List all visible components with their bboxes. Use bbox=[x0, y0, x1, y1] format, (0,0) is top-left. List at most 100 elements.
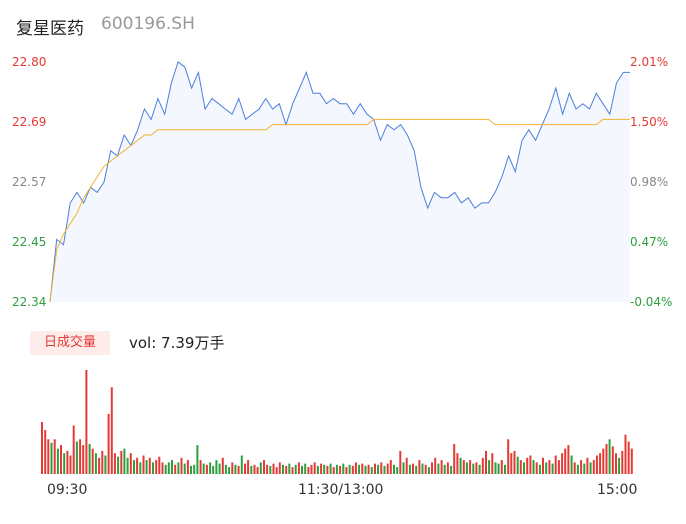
y-left-tick: 22.34 bbox=[12, 295, 47, 309]
volume-bar bbox=[542, 457, 544, 474]
volume-bar bbox=[348, 464, 351, 474]
volume-bar bbox=[630, 448, 633, 474]
volume-bar bbox=[164, 464, 167, 474]
volume-bar bbox=[193, 464, 196, 474]
volume-bar bbox=[196, 445, 199, 474]
volume-bar bbox=[462, 460, 465, 474]
volume-bar bbox=[47, 439, 50, 474]
volume-bar bbox=[342, 463, 345, 474]
volume-bar bbox=[595, 455, 598, 474]
volume-bar bbox=[335, 464, 338, 474]
volume-bar bbox=[557, 460, 560, 474]
volume-bar bbox=[139, 462, 142, 474]
volume-bar bbox=[202, 463, 205, 474]
volume-bar bbox=[110, 387, 113, 474]
volume-bar bbox=[240, 455, 243, 474]
volume-bar bbox=[136, 457, 139, 474]
x-tick-midday: 11:30/13:00 bbox=[298, 482, 384, 498]
volume-bar bbox=[152, 462, 154, 474]
volume-bar bbox=[599, 453, 602, 474]
y-left-tick: 22.69 bbox=[12, 115, 47, 129]
y-right-tick: 0.98% bbox=[630, 175, 669, 189]
volume-bar bbox=[437, 463, 440, 474]
volume-bar bbox=[53, 439, 56, 474]
x-tick-open: 09:30 bbox=[47, 482, 88, 498]
volume-bar bbox=[589, 462, 592, 474]
volume-bar bbox=[627, 441, 630, 474]
volume-bar bbox=[472, 463, 475, 474]
volume-bar bbox=[155, 460, 158, 474]
volume-bar bbox=[107, 413, 110, 474]
volume-bar bbox=[158, 456, 161, 474]
volume-bar bbox=[523, 462, 525, 474]
volume-bar bbox=[465, 462, 468, 474]
volume-bar bbox=[592, 460, 595, 474]
volume-bar bbox=[310, 464, 313, 474]
volume-bar bbox=[269, 465, 272, 474]
volume-bar bbox=[56, 448, 59, 474]
volume-bar bbox=[142, 455, 145, 474]
volume-bar bbox=[510, 453, 513, 474]
volume-bar bbox=[205, 464, 208, 474]
volume-bar bbox=[485, 450, 487, 474]
volume-bar bbox=[481, 457, 484, 474]
volume-bar bbox=[526, 457, 529, 474]
y-left-tick: 22.57 bbox=[12, 175, 47, 189]
y-left-tick: 22.45 bbox=[12, 235, 47, 249]
volume-bar bbox=[393, 464, 395, 474]
volume-bar bbox=[415, 465, 418, 474]
volume-bar bbox=[354, 462, 357, 474]
volume-bar bbox=[396, 467, 399, 474]
volume-bar bbox=[256, 467, 259, 474]
volume-bar bbox=[180, 457, 183, 474]
volume-bar bbox=[224, 464, 227, 474]
volume-bar bbox=[386, 463, 389, 474]
volume-bar bbox=[212, 465, 215, 474]
volume-bar bbox=[621, 450, 624, 474]
volume-bar bbox=[624, 434, 627, 474]
volume-bar bbox=[120, 450, 123, 474]
volume-bar bbox=[101, 450, 104, 474]
volume-bar bbox=[507, 439, 510, 474]
volume-bar bbox=[529, 455, 532, 474]
volume-bar bbox=[618, 457, 621, 474]
volume-bar bbox=[361, 463, 364, 474]
volume-bar bbox=[412, 463, 414, 474]
volume-bar bbox=[424, 464, 427, 474]
volume-bar bbox=[167, 462, 170, 474]
avg-price-line bbox=[49, 118, 630, 303]
volume-bar bbox=[399, 450, 402, 474]
volume-bar bbox=[291, 467, 294, 474]
volume-bar bbox=[123, 448, 126, 474]
volume-bar bbox=[234, 464, 237, 474]
volume-bar bbox=[443, 464, 446, 474]
volume-bar bbox=[320, 463, 323, 474]
volume-bar bbox=[440, 460, 443, 474]
volume-bar bbox=[79, 439, 82, 474]
daily-volume-tab[interactable]: 日成交量 bbox=[30, 331, 110, 355]
volume-bar bbox=[374, 463, 376, 474]
volume-bar bbox=[408, 464, 411, 474]
volume-bar bbox=[345, 467, 348, 474]
volume-bar bbox=[504, 464, 506, 474]
volume-bar bbox=[494, 462, 497, 474]
volume-bar bbox=[301, 465, 303, 474]
volume-bar bbox=[228, 467, 231, 474]
volume-bar bbox=[72, 425, 75, 474]
volume-bar bbox=[402, 462, 405, 474]
volume-bar bbox=[126, 457, 129, 474]
volume-bar bbox=[351, 465, 354, 474]
price-line bbox=[49, 61, 630, 303]
y-right-tick: -0.04% bbox=[630, 295, 673, 309]
volume-bar bbox=[456, 453, 459, 474]
volume-bar bbox=[326, 465, 329, 474]
volume-bar bbox=[117, 456, 120, 474]
volume-bar bbox=[548, 460, 551, 474]
volume-bar bbox=[285, 465, 288, 474]
volume-bar bbox=[250, 465, 253, 474]
volume-bar bbox=[478, 464, 481, 474]
volume-bar bbox=[44, 430, 47, 474]
volume-bar bbox=[186, 460, 189, 474]
volume-bar bbox=[199, 460, 202, 474]
